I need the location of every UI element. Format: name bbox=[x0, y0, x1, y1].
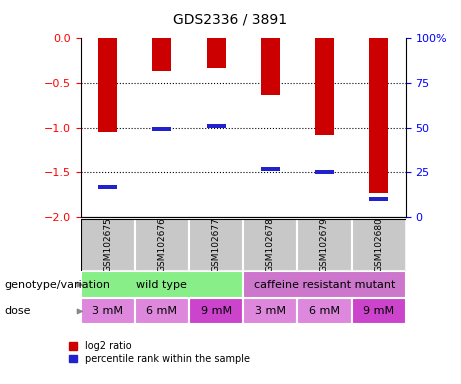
Bar bbox=[369, 197, 388, 201]
FancyBboxPatch shape bbox=[189, 298, 243, 324]
Text: 9 mM: 9 mM bbox=[201, 306, 232, 316]
Bar bbox=[98, 38, 117, 132]
FancyBboxPatch shape bbox=[81, 219, 135, 271]
Bar bbox=[207, 38, 225, 68]
Bar bbox=[153, 127, 171, 131]
Text: caffeine resistant mutant: caffeine resistant mutant bbox=[254, 280, 395, 290]
Bar bbox=[261, 167, 280, 171]
FancyBboxPatch shape bbox=[352, 219, 406, 271]
FancyBboxPatch shape bbox=[243, 271, 406, 298]
FancyBboxPatch shape bbox=[352, 298, 406, 324]
Bar bbox=[98, 185, 117, 189]
FancyBboxPatch shape bbox=[243, 298, 297, 324]
Text: wild type: wild type bbox=[136, 280, 187, 290]
Text: GSM102677: GSM102677 bbox=[212, 217, 221, 272]
Bar bbox=[261, 38, 280, 94]
Text: dose: dose bbox=[5, 306, 31, 316]
FancyBboxPatch shape bbox=[81, 271, 243, 298]
FancyBboxPatch shape bbox=[135, 298, 189, 324]
Text: GSM102679: GSM102679 bbox=[320, 217, 329, 272]
Bar bbox=[369, 38, 388, 193]
FancyBboxPatch shape bbox=[135, 219, 189, 271]
FancyBboxPatch shape bbox=[297, 219, 352, 271]
Text: 9 mM: 9 mM bbox=[363, 306, 394, 316]
Bar bbox=[153, 38, 171, 71]
FancyBboxPatch shape bbox=[189, 219, 243, 271]
Text: GSM102678: GSM102678 bbox=[266, 217, 275, 272]
Bar bbox=[315, 38, 334, 135]
Text: GSM102680: GSM102680 bbox=[374, 217, 383, 272]
Bar bbox=[207, 124, 225, 128]
Text: genotype/variation: genotype/variation bbox=[5, 280, 111, 290]
Text: GSM102675: GSM102675 bbox=[103, 217, 112, 272]
Text: 6 mM: 6 mM bbox=[147, 306, 177, 316]
FancyBboxPatch shape bbox=[81, 298, 135, 324]
Text: GDS2336 / 3891: GDS2336 / 3891 bbox=[173, 13, 288, 27]
FancyBboxPatch shape bbox=[243, 219, 297, 271]
Text: 3 mM: 3 mM bbox=[92, 306, 123, 316]
Text: 6 mM: 6 mM bbox=[309, 306, 340, 316]
Legend: log2 ratio, percentile rank within the sample: log2 ratio, percentile rank within the s… bbox=[70, 341, 250, 364]
Text: GSM102676: GSM102676 bbox=[157, 217, 166, 272]
Text: 3 mM: 3 mM bbox=[255, 306, 286, 316]
Bar bbox=[315, 170, 334, 174]
FancyBboxPatch shape bbox=[297, 298, 352, 324]
